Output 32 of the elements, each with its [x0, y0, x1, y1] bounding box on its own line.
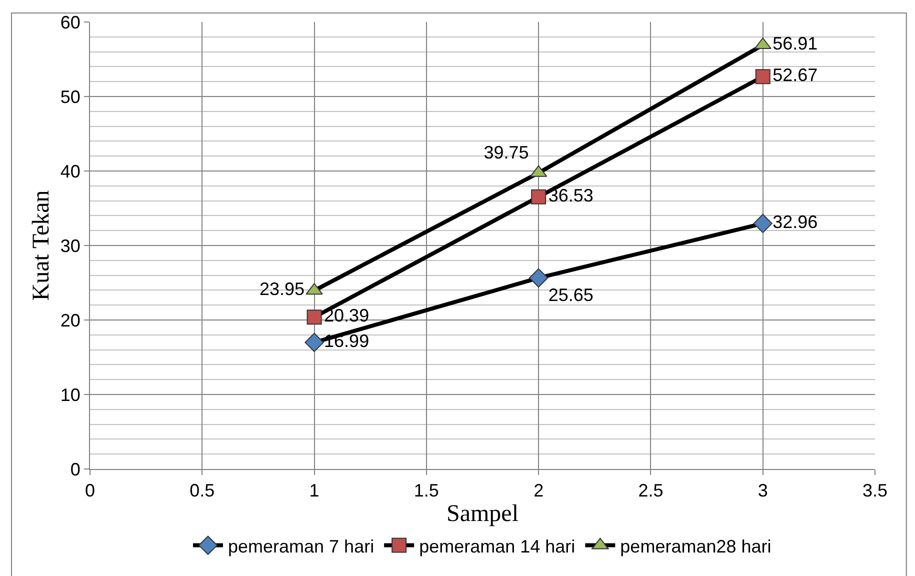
data-label: 56.91 [772, 34, 818, 54]
x-tick-label: 3 [758, 480, 768, 501]
point [306, 310, 322, 325]
x-tick-label: 0 [84, 480, 96, 501]
point [755, 69, 770, 84]
x-tick-label: 1 [309, 480, 320, 501]
point [304, 332, 324, 352]
x-tick-label: 3.5 [862, 480, 888, 501]
legend-label: pemeraman 7 hari [228, 536, 374, 556]
y-tick-label: 50 [60, 86, 80, 107]
x-tick-label: 2.5 [638, 480, 664, 501]
x-tick-label: 2 [534, 480, 544, 501]
x-axis-title: Sampel [446, 500, 519, 527]
y-tick-label: 40 [60, 161, 80, 182]
y-tick-label: 20 [60, 310, 80, 330]
y-tick-label: 60 [60, 12, 80, 32]
data-label: 32.96 [772, 212, 818, 232]
data-label: 23.95 [259, 279, 305, 300]
y-tick-label: 30 [60, 236, 80, 256]
x-tick-label: 0.5 [190, 480, 215, 501]
data-label: 52.67 [772, 65, 818, 86]
legend-label: pemeraman28 hari [620, 536, 772, 556]
data-label: 39.75 [484, 142, 529, 163]
legend-label: pemeraman 14 hari [419, 536, 576, 556]
x-tick-label: 1.5 [414, 480, 439, 501]
y-tick-label: 10 [60, 384, 80, 405]
y-axis-title: Kuat Tekan [28, 190, 54, 301]
point [531, 189, 546, 204]
data-label: 25.65 [548, 285, 594, 306]
point [528, 268, 548, 288]
point [753, 214, 772, 234]
y-tick-label: 0 [70, 459, 80, 480]
